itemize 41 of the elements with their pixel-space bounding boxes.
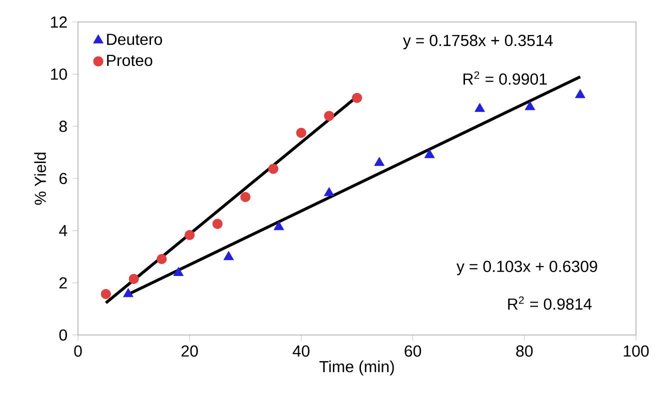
point (100, 288, 111, 300)
point (474, 102, 485, 112)
point (424, 149, 435, 158)
point (374, 156, 384, 166)
y-tick-label: 0 (59, 329, 67, 341)
annotation: R$^{2}$ = 0.9814 (508, 296, 592, 310)
annotation: y = 0.1758x + 0.3514 (402, 34, 553, 50)
y-axis-title: % Yield (34, 152, 46, 205)
legend-label: Deutero (107, 34, 162, 46)
x-tick-label: 60 (404, 345, 422, 357)
point (274, 221, 284, 230)
x-tick-label: 40 (292, 345, 310, 357)
x-tick-label: 80 (516, 345, 533, 357)
point (324, 187, 334, 196)
point (224, 251, 234, 260)
legend-label: Proteo (107, 54, 152, 66)
point (296, 128, 306, 138)
point (173, 267, 184, 276)
x-axis-title: Time (min) (319, 360, 394, 376)
point (268, 164, 278, 174)
y-tick-label: 8 (59, 120, 67, 132)
y-tick-label: 10 (51, 68, 67, 80)
x-tick-label: 0 (74, 345, 82, 357)
point (352, 92, 362, 103)
point (212, 218, 223, 229)
y-tick-label: 4 (59, 225, 68, 236)
point (156, 254, 167, 264)
y-tick-label: 2 (60, 277, 67, 288)
point (128, 274, 139, 284)
x-tick-label: 100 (624, 345, 649, 357)
annotation: y = 0.103x + 0.6309 (456, 260, 598, 276)
point (524, 101, 536, 110)
annotation: R$^{2}$ = 0.9901 (464, 71, 547, 85)
point (123, 288, 134, 298)
x-tick-label: 20 (182, 345, 198, 357)
point (575, 89, 586, 98)
point (324, 110, 334, 121)
y-tick-label: 12 (51, 16, 67, 28)
y-tick-label: 6 (60, 172, 67, 184)
point (184, 230, 195, 240)
point (240, 192, 250, 202)
